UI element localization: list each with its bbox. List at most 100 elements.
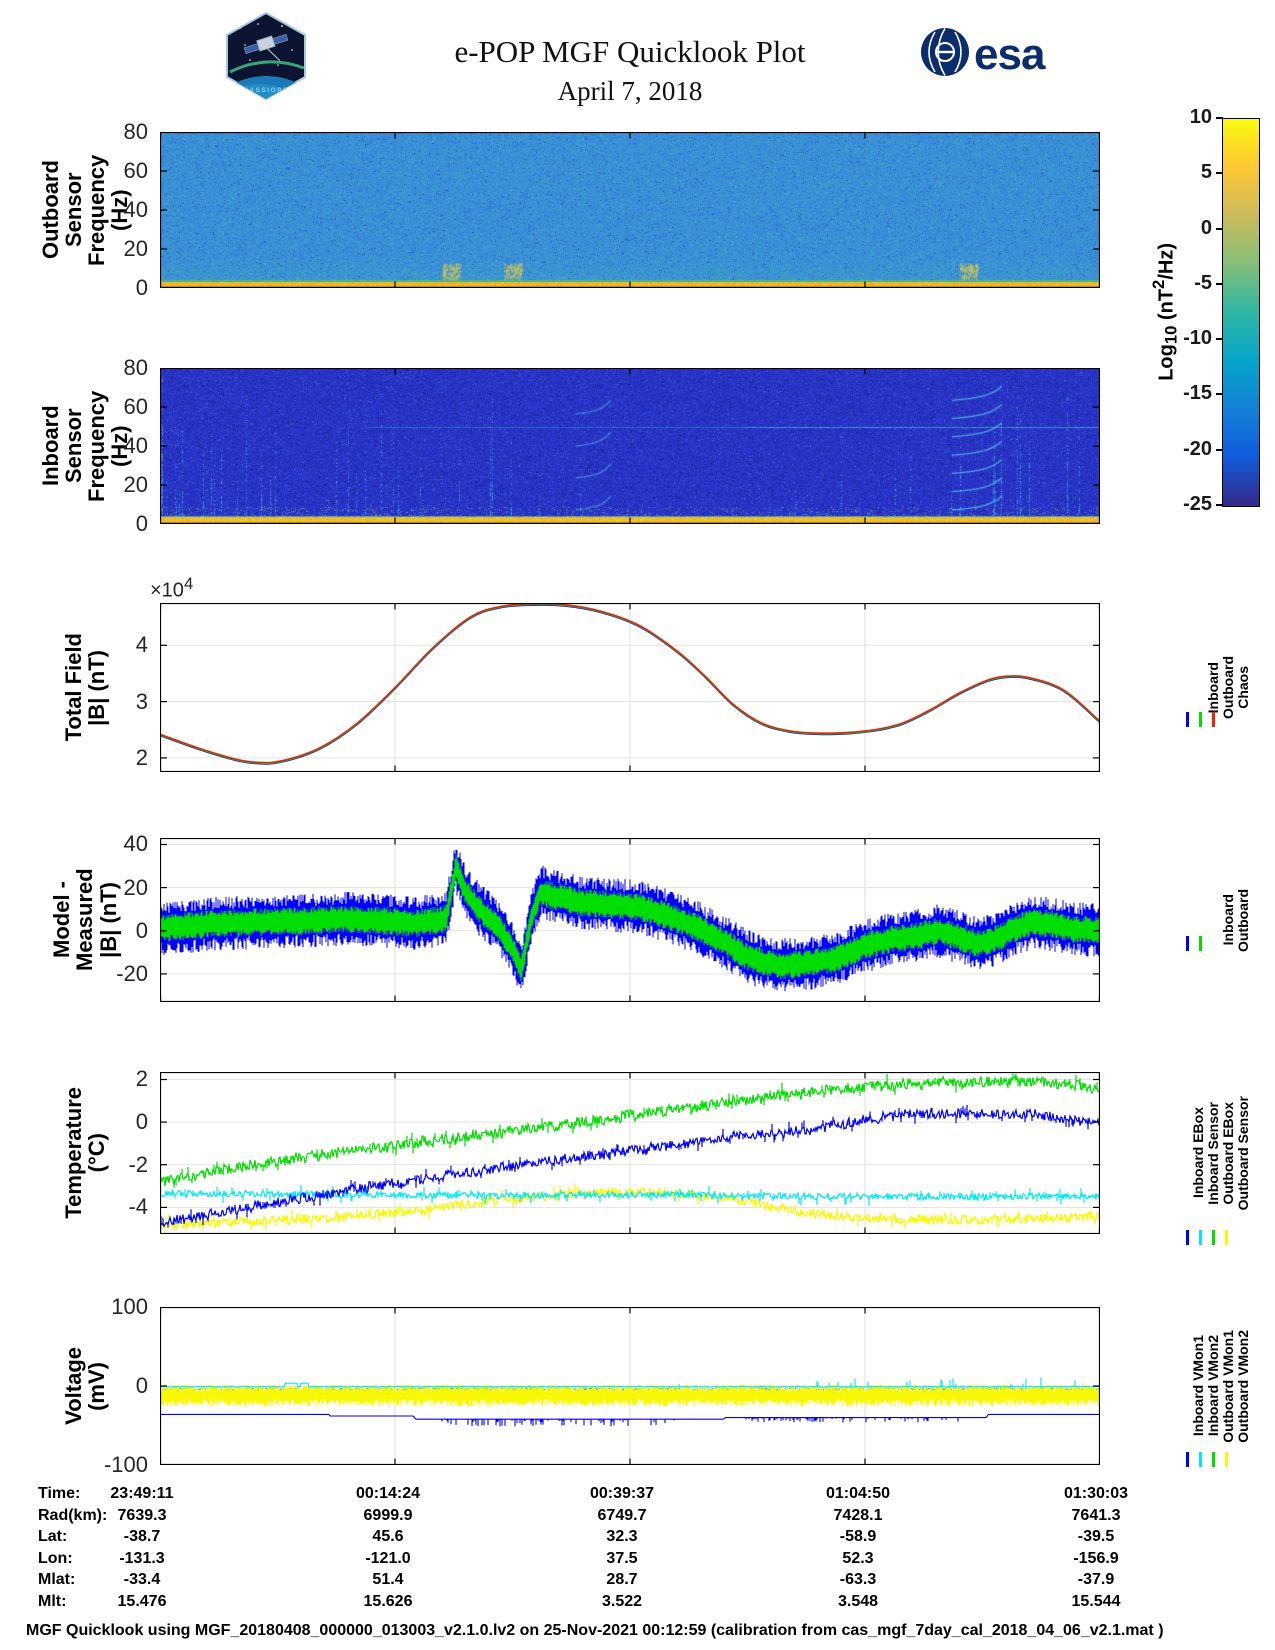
row-label-rad: Rad(km): — [38, 1506, 108, 1524]
cell-lat-0: -38.7 — [123, 1528, 161, 1545]
row-label-lon: Lon: — [38, 1549, 73, 1567]
voltage-svg — [160, 1307, 1100, 1465]
cell-mlat-0: -33.4 — [123, 1571, 161, 1588]
cell-mlt-2: 3.522 — [601, 1592, 643, 1610]
ytick-label: 20 — [123, 472, 148, 497]
ytick-label: 0 — [135, 917, 148, 943]
row-label-mlat: Mlat: — [38, 1571, 76, 1588]
aurora-streak — [229, 60, 305, 74]
series-outboard-band — [160, 854, 1100, 982]
legend-label: Inboard VMon2 — [1204, 1335, 1221, 1437]
axes-border — [160, 603, 1100, 772]
legend-label: Inboard EBox — [1189, 1107, 1206, 1199]
colorbar-tick-label: -15 — [1183, 382, 1212, 405]
legend-label: Outboard EBox — [1219, 1101, 1236, 1205]
ytick-label: 80 — [123, 355, 148, 380]
series-inboard-vmon2-path — [160, 1377, 1100, 1389]
axes-border — [160, 838, 1100, 1002]
model-measured-legend: Inboard Outboard — [1176, 838, 1251, 1002]
ytick-label: 0 — [135, 1109, 148, 1135]
plot-outboard_spect — [160, 132, 1100, 288]
title-block: e-POP MGF Quicklook Plot April 7, 2018 — [160, 34, 1100, 107]
legend-label: Inboard Sensor — [1204, 1101, 1221, 1205]
ytick-label: 0 — [135, 275, 148, 300]
cell-rad-1: 6999.9 — [363, 1506, 413, 1524]
inboard-spect-canvas — [160, 368, 1100, 524]
temperature-svg — [160, 1072, 1100, 1234]
ytick-label: 100 — [111, 1294, 148, 1319]
cell-mlat-4: -37.9 — [1077, 1571, 1115, 1588]
cell-lon-2: 37.5 — [606, 1549, 638, 1567]
legend-marker — [1199, 936, 1202, 951]
legend-marker — [1225, 1230, 1228, 1245]
cell-lon-0: -131.3 — [119, 1549, 165, 1567]
legend-label: Outboard Sensor — [1234, 1095, 1251, 1211]
colorbar-tick — [1216, 504, 1223, 506]
plot-total_field — [160, 603, 1100, 772]
legend-marker — [1212, 1452, 1215, 1467]
ytick-label: 60 — [123, 158, 148, 183]
row-label-time: Time: — [38, 1485, 81, 1502]
legend-label: Inboard — [1219, 894, 1236, 946]
footer-caption: MGF Quicklook using MGF_20180408_000000_… — [26, 1622, 1164, 1639]
colorbar-tick-label: 10 — [1189, 106, 1212, 128]
ytick-label: 2 — [135, 1066, 148, 1092]
cell-time-1: 00:14:24 — [355, 1485, 421, 1502]
cell-lat-4: -39.5 — [1077, 1528, 1115, 1545]
cell-lat-2: 32.3 — [606, 1528, 638, 1545]
legend-label: Chaos — [1234, 666, 1251, 709]
cell-time-0: 23:49:11 — [110, 1485, 174, 1502]
cell-mlt-3: 3.548 — [837, 1592, 879, 1610]
cell-mlt-1: 15.626 — [363, 1592, 413, 1610]
esa-logo-text: esa — [974, 30, 1046, 79]
satellite-graphic — [243, 34, 289, 61]
outboard-spect-canvas — [160, 132, 1100, 288]
plot-model_measured — [160, 838, 1100, 1002]
plot-temperature — [160, 1072, 1100, 1234]
cell-time-3: 01:04:50 — [825, 1485, 891, 1502]
series-outboard-vmon2-band — [160, 1384, 1100, 1407]
ytick-label: -4 — [128, 1194, 148, 1220]
patch-mission-name: CASSIOPE — [243, 87, 289, 94]
cell-mlat-1: 51.4 — [372, 1571, 404, 1588]
series-outboard-vmon1-path — [160, 1387, 1099, 1391]
colorbar-tick-label: -25 — [1183, 493, 1212, 515]
legend-marker — [1212, 712, 1215, 727]
colorbar-tick — [1216, 448, 1223, 451]
legend-marker — [1186, 1230, 1189, 1245]
cell-rad-3: 7428.1 — [833, 1506, 883, 1524]
colorbar-tick — [1216, 338, 1223, 341]
legend-marker — [1186, 712, 1189, 727]
row-label-lat: Lat: — [38, 1528, 68, 1545]
ytick-label: -100 — [103, 1452, 148, 1477]
ylabel-line: Model - Measured — [49, 868, 98, 972]
row-label-mlt: Mlt: — [38, 1592, 67, 1610]
legend-marker — [1186, 936, 1189, 951]
ytick-label: 20 — [123, 236, 148, 261]
cell-mlat-3: -63.3 — [839, 1571, 877, 1588]
ytick-label: 0 — [135, 1373, 148, 1398]
series-inboard-band — [160, 849, 1100, 992]
ytick-label: 4 — [135, 632, 148, 658]
ytick-label: 80 — [123, 119, 148, 144]
series-outboard-path — [160, 603, 1100, 765]
ylabel-line: Inboard Sensor — [37, 405, 86, 487]
cell-lon-4: -156.9 — [1073, 1549, 1119, 1567]
cell-rad-4: 7641.3 — [1071, 1506, 1121, 1524]
colorbar-tick-label: 5 — [1200, 161, 1212, 184]
legend-marker — [1199, 712, 1202, 727]
legend-label: Inboard — [1204, 661, 1221, 714]
ytick-label: 2 — [135, 744, 148, 770]
legend-label: Outboard — [1219, 656, 1236, 719]
cell-rad-0: 7639.3 — [117, 1506, 167, 1524]
series-inboard-sensor-path — [160, 1184, 1100, 1206]
colorbar-tick-label: 0 — [1200, 216, 1212, 239]
legend-marker — [1225, 1452, 1228, 1467]
model_measured-svg — [160, 838, 1100, 1002]
cell-mlt-4: 15.544 — [1071, 1592, 1121, 1610]
ytick-label: -20 — [116, 960, 148, 986]
total_field-svg — [160, 603, 1100, 772]
cassiope-mission-patch-icon: CASSIOPE — [226, 11, 306, 101]
legend-label: Outboard VMon1 — [1219, 1329, 1236, 1443]
